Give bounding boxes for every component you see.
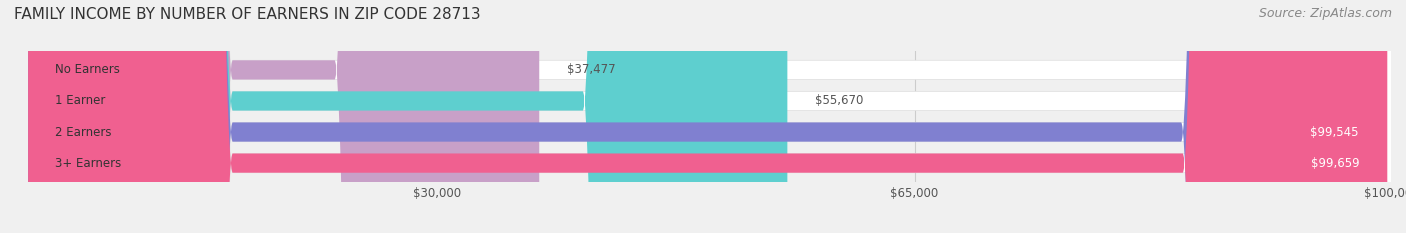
FancyBboxPatch shape — [28, 0, 1392, 233]
Text: 3+ Earners: 3+ Earners — [55, 157, 122, 170]
Text: Source: ZipAtlas.com: Source: ZipAtlas.com — [1258, 7, 1392, 20]
Text: 1 Earner: 1 Earner — [55, 94, 105, 107]
FancyBboxPatch shape — [28, 0, 1392, 233]
Text: $99,659: $99,659 — [1312, 157, 1360, 170]
FancyBboxPatch shape — [28, 0, 540, 233]
FancyBboxPatch shape — [28, 0, 1392, 233]
FancyBboxPatch shape — [28, 0, 1388, 233]
FancyBboxPatch shape — [28, 0, 1386, 233]
FancyBboxPatch shape — [28, 0, 1392, 233]
Text: 2 Earners: 2 Earners — [55, 126, 112, 139]
Text: No Earners: No Earners — [55, 63, 121, 76]
Text: FAMILY INCOME BY NUMBER OF EARNERS IN ZIP CODE 28713: FAMILY INCOME BY NUMBER OF EARNERS IN ZI… — [14, 7, 481, 22]
Text: $55,670: $55,670 — [814, 94, 863, 107]
Text: $99,545: $99,545 — [1310, 126, 1358, 139]
Text: $37,477: $37,477 — [567, 63, 616, 76]
FancyBboxPatch shape — [28, 0, 787, 233]
